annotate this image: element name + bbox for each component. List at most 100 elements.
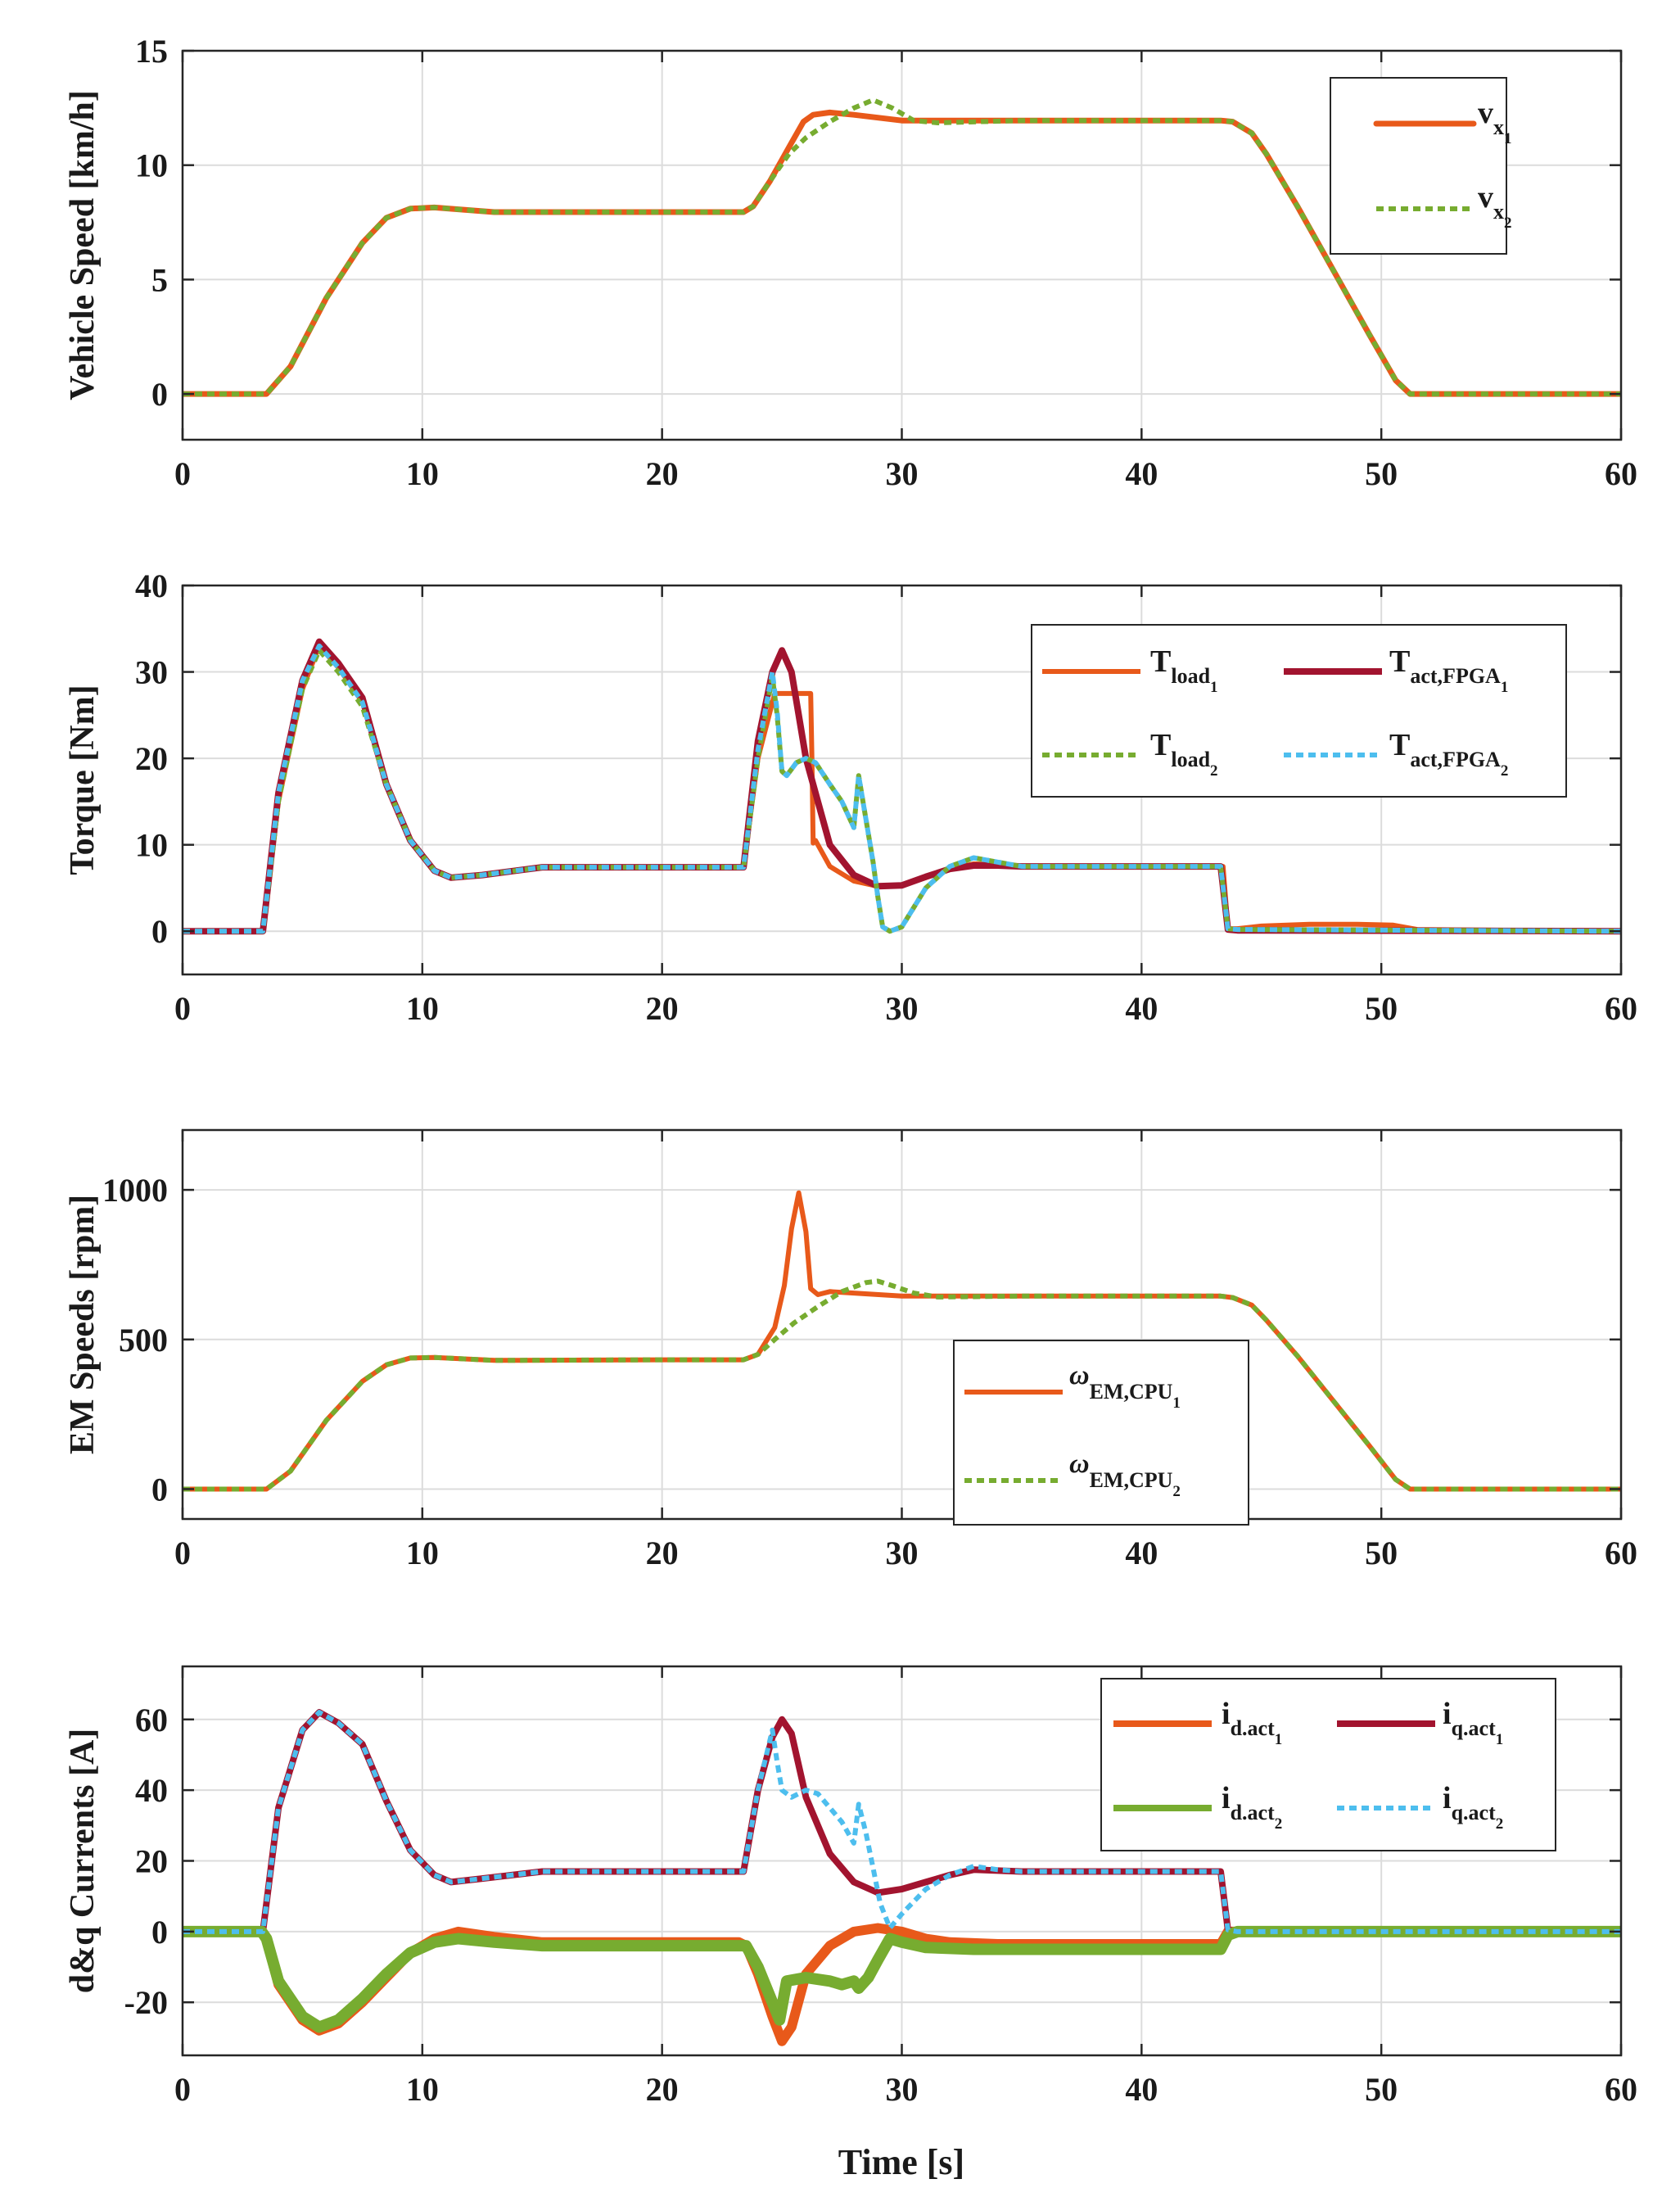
legend-entry-idact1: id.act1	[1113, 1697, 1282, 1748]
x-tick-label: 20	[646, 990, 679, 1027]
x-tick-label: 20	[646, 1535, 679, 1571]
series-lines	[183, 1190, 1621, 1492]
svg-text:vx2: vx2	[1478, 180, 1512, 232]
y-tick-label: 0	[151, 913, 168, 950]
legend-symbol: T	[1389, 644, 1410, 679]
svg-text:iq.act2: iq.act2	[1443, 1781, 1503, 1833]
x-axis-label: Time [s]	[838, 2142, 964, 2182]
legend-symbol: i	[1443, 1781, 1452, 1815]
legend-subscript: d.act	[1231, 1716, 1276, 1740]
x-tick-label: 20	[646, 455, 679, 492]
legend-symbol: T	[1150, 728, 1171, 762]
y-tick-labels: 0 5 10 15	[135, 33, 168, 413]
legend-symbol: T	[1389, 728, 1410, 762]
series-line-i-q.act-2	[183, 1710, 1621, 1934]
legend-entry-vx1: vx1	[1373, 96, 1512, 147]
legend-box	[1330, 77, 1507, 255]
series-line-ω-EM,CPU-2	[183, 1278, 1621, 1492]
panel-torque: 0 10 20 30 40 0 10 20 30 40 50 60 Torque…	[64, 567, 1637, 1027]
svg-text:vx1: vx1	[1478, 96, 1512, 147]
svg-text:Tact,FPGA2: Tact,FPGA2	[1389, 728, 1508, 780]
svg-text:ωEM,CPU2: ωEM,CPU2	[1069, 1449, 1181, 1500]
legend-entry-tact1: Tact,FPGA1	[1284, 644, 1508, 696]
x-tick-label: 60	[1605, 990, 1637, 1027]
y-tick-label: 0	[151, 1914, 168, 1951]
legend-subsubscript: 2	[1501, 762, 1509, 780]
legend-subsubscript: 2	[1210, 762, 1218, 780]
legend-entry-iqact1: iq.act1	[1337, 1697, 1503, 1748]
y-tick-label: 5	[151, 261, 168, 298]
legend-subsubscript: 1	[1210, 679, 1218, 696]
legend-entry-wem2: ωEM,CPU2	[964, 1449, 1181, 1500]
tick-marks	[181, 1666, 1623, 2055]
x-tick-label: 0	[174, 990, 191, 1027]
y-tick-label: -20	[124, 1984, 168, 2021]
legend-symbol: v	[1478, 180, 1493, 215]
x-tick-label: 0	[174, 2071, 191, 2108]
x-tick-label: 30	[886, 2071, 919, 2108]
x-tick-label: 40	[1125, 455, 1158, 492]
x-tick-label: 10	[406, 1535, 439, 1571]
legend-entry-iqact2: iq.act2	[1337, 1781, 1503, 1833]
legend-subscript: EM,CPU	[1090, 1380, 1173, 1404]
svg-text:ωEM,CPU1: ωEM,CPU1	[1069, 1360, 1181, 1412]
panel-em-speeds: 0 500 1000 0 10 20 30 40 50 60 EM Speeds…	[64, 1128, 1637, 1571]
legend-subsubscript: 2	[1275, 1815, 1283, 1833]
y-tick-label: 30	[135, 654, 168, 691]
legend-subscript: load	[1171, 748, 1210, 771]
x-tick-label: 10	[406, 455, 439, 492]
x-tick-label: 0	[174, 1535, 191, 1571]
legend-entry-tload2: Tload2	[1042, 728, 1218, 780]
x-tick-label: 60	[1605, 455, 1637, 492]
y-tick-label: 500	[119, 1322, 168, 1358]
svg-text:id.act1: id.act1	[1222, 1697, 1282, 1748]
x-tick-labels: 0 10 20 30 40 50 60	[174, 2071, 1637, 2108]
y-tick-label: 10	[135, 147, 168, 184]
y-tick-label: 0	[151, 376, 168, 413]
x-tick-label: 50	[1365, 2071, 1398, 2108]
legend-symbol: v	[1478, 96, 1493, 130]
x-tick-label: 30	[886, 455, 919, 492]
legend-subsubscript: 1	[1172, 1395, 1181, 1412]
y-tick-label: 40	[135, 567, 168, 604]
x-tick-label: 50	[1365, 1535, 1398, 1571]
legend: Tload1 Tact,FPGA1 Tload2 Tact,FPGA2	[1031, 624, 1567, 798]
legend-entry-tload1: Tload1	[1042, 644, 1218, 696]
x-tick-label: 20	[646, 2071, 679, 2108]
y-axis-label: Vehicle Speed [km/h]	[64, 90, 102, 400]
legend-subscript: EM,CPU	[1090, 1468, 1173, 1492]
panel-vehicle-speed: 0 5 10 15 0 10 20 30 40 50 60 Vehicle Sp…	[64, 33, 1637, 492]
legend-subscript: d.act	[1231, 1801, 1276, 1824]
legend-subscript: x	[1493, 200, 1504, 224]
legend-entry-wem1: ωEM,CPU1	[964, 1360, 1181, 1412]
tick-marks	[181, 1130, 1623, 1519]
x-tick-label: 10	[406, 2071, 439, 2108]
y-axis-label: EM Speeds [rpm]	[64, 1195, 102, 1454]
x-tick-label: 60	[1605, 1535, 1637, 1571]
y-tick-labels: 0 500 1000	[102, 1172, 168, 1508]
svg-text:iq.act1: iq.act1	[1443, 1697, 1503, 1748]
legend: ωEM,CPU1 ωEM,CPU2	[953, 1340, 1249, 1526]
series-line-T-act,FPGA-2	[183, 643, 1622, 934]
x-tick-label: 30	[886, 1535, 919, 1571]
x-tick-label: 30	[886, 990, 919, 1027]
y-axis-label: Torque [Nm]	[64, 685, 102, 875]
x-tick-label: 40	[1125, 1535, 1158, 1571]
x-tick-labels: 0 10 20 30 40 50 60	[174, 990, 1637, 1027]
x-tick-label: 60	[1605, 2071, 1637, 2108]
legend-box	[953, 1340, 1249, 1526]
x-tick-label: 0	[174, 455, 191, 492]
legend-subsubscript: 2	[1172, 1483, 1181, 1500]
y-tick-label: 40	[135, 1772, 168, 1809]
series-line-v-x-2	[183, 97, 1621, 397]
legend-subscript: act,FPGA	[1410, 664, 1501, 688]
y-tick-label: 10	[135, 827, 168, 864]
series-line-T-load-2	[183, 648, 1622, 934]
x-tick-label: 40	[1125, 2071, 1158, 2108]
x-tick-label: 40	[1125, 990, 1158, 1027]
legend-subsubscript: 1	[1504, 130, 1512, 147]
legend-symbol: i	[1222, 1781, 1231, 1815]
legend-entry-idact2: id.act2	[1113, 1781, 1282, 1833]
y-tick-labels: 0 10 20 30 40	[135, 567, 168, 950]
